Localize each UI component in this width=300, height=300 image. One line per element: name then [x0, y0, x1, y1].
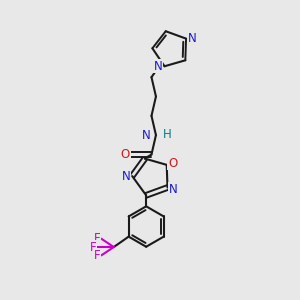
Text: F: F — [94, 232, 100, 245]
Text: H: H — [163, 128, 171, 141]
Text: F: F — [94, 249, 100, 262]
Text: N: N — [169, 182, 178, 196]
Text: O: O — [168, 157, 177, 170]
Text: O: O — [121, 148, 130, 161]
Text: N: N — [188, 32, 197, 45]
Text: N: N — [122, 169, 130, 183]
Text: F: F — [90, 241, 96, 254]
Text: N: N — [142, 129, 151, 142]
Text: N: N — [154, 60, 162, 73]
